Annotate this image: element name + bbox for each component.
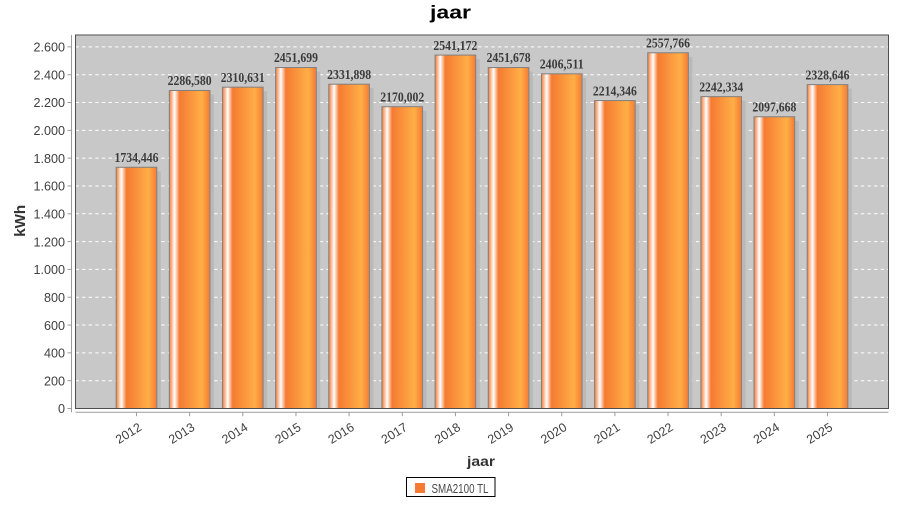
svg-text:2097,668: 2097,668: [752, 100, 796, 115]
svg-text:kWh: kWh: [12, 205, 29, 237]
svg-text:2.000: 2.000: [33, 124, 65, 138]
svg-text:1.200: 1.200: [33, 235, 65, 249]
svg-text:600: 600: [44, 319, 65, 333]
svg-text:2286,580: 2286,580: [168, 74, 212, 89]
svg-text:2451,699: 2451,699: [274, 51, 318, 66]
svg-text:1.600: 1.600: [33, 180, 65, 194]
svg-text:2.200: 2.200: [33, 96, 65, 110]
svg-text:SMA2100 TL: SMA2100 TL: [432, 481, 489, 496]
svg-text:1.400: 1.400: [33, 208, 65, 222]
svg-text:2170,002: 2170,002: [380, 90, 424, 105]
svg-text:2242,334: 2242,334: [699, 80, 743, 95]
svg-text:1734,446: 1734,446: [114, 151, 158, 166]
svg-text:2310,631: 2310,631: [221, 71, 265, 86]
svg-text:1.800: 1.800: [33, 152, 65, 166]
svg-text:2541,172: 2541,172: [433, 39, 477, 54]
svg-text:800: 800: [44, 291, 65, 305]
svg-text:200: 200: [44, 374, 65, 388]
svg-text:2.600: 2.600: [33, 41, 65, 55]
svg-text:2451,678: 2451,678: [487, 51, 531, 66]
svg-text:1.000: 1.000: [33, 263, 65, 277]
svg-text:2406,511: 2406,511: [540, 58, 584, 73]
svg-text:2331,898: 2331,898: [327, 68, 371, 83]
svg-text:jaar: jaar: [466, 453, 496, 469]
svg-text:2557,766: 2557,766: [646, 36, 690, 51]
svg-text:400: 400: [44, 347, 65, 361]
svg-text:jaar: jaar: [429, 3, 471, 23]
svg-text:2214,346: 2214,346: [593, 84, 637, 99]
svg-text:0: 0: [58, 402, 65, 416]
svg-text:2.400: 2.400: [33, 68, 65, 82]
svg-text:2328,646: 2328,646: [806, 68, 850, 83]
